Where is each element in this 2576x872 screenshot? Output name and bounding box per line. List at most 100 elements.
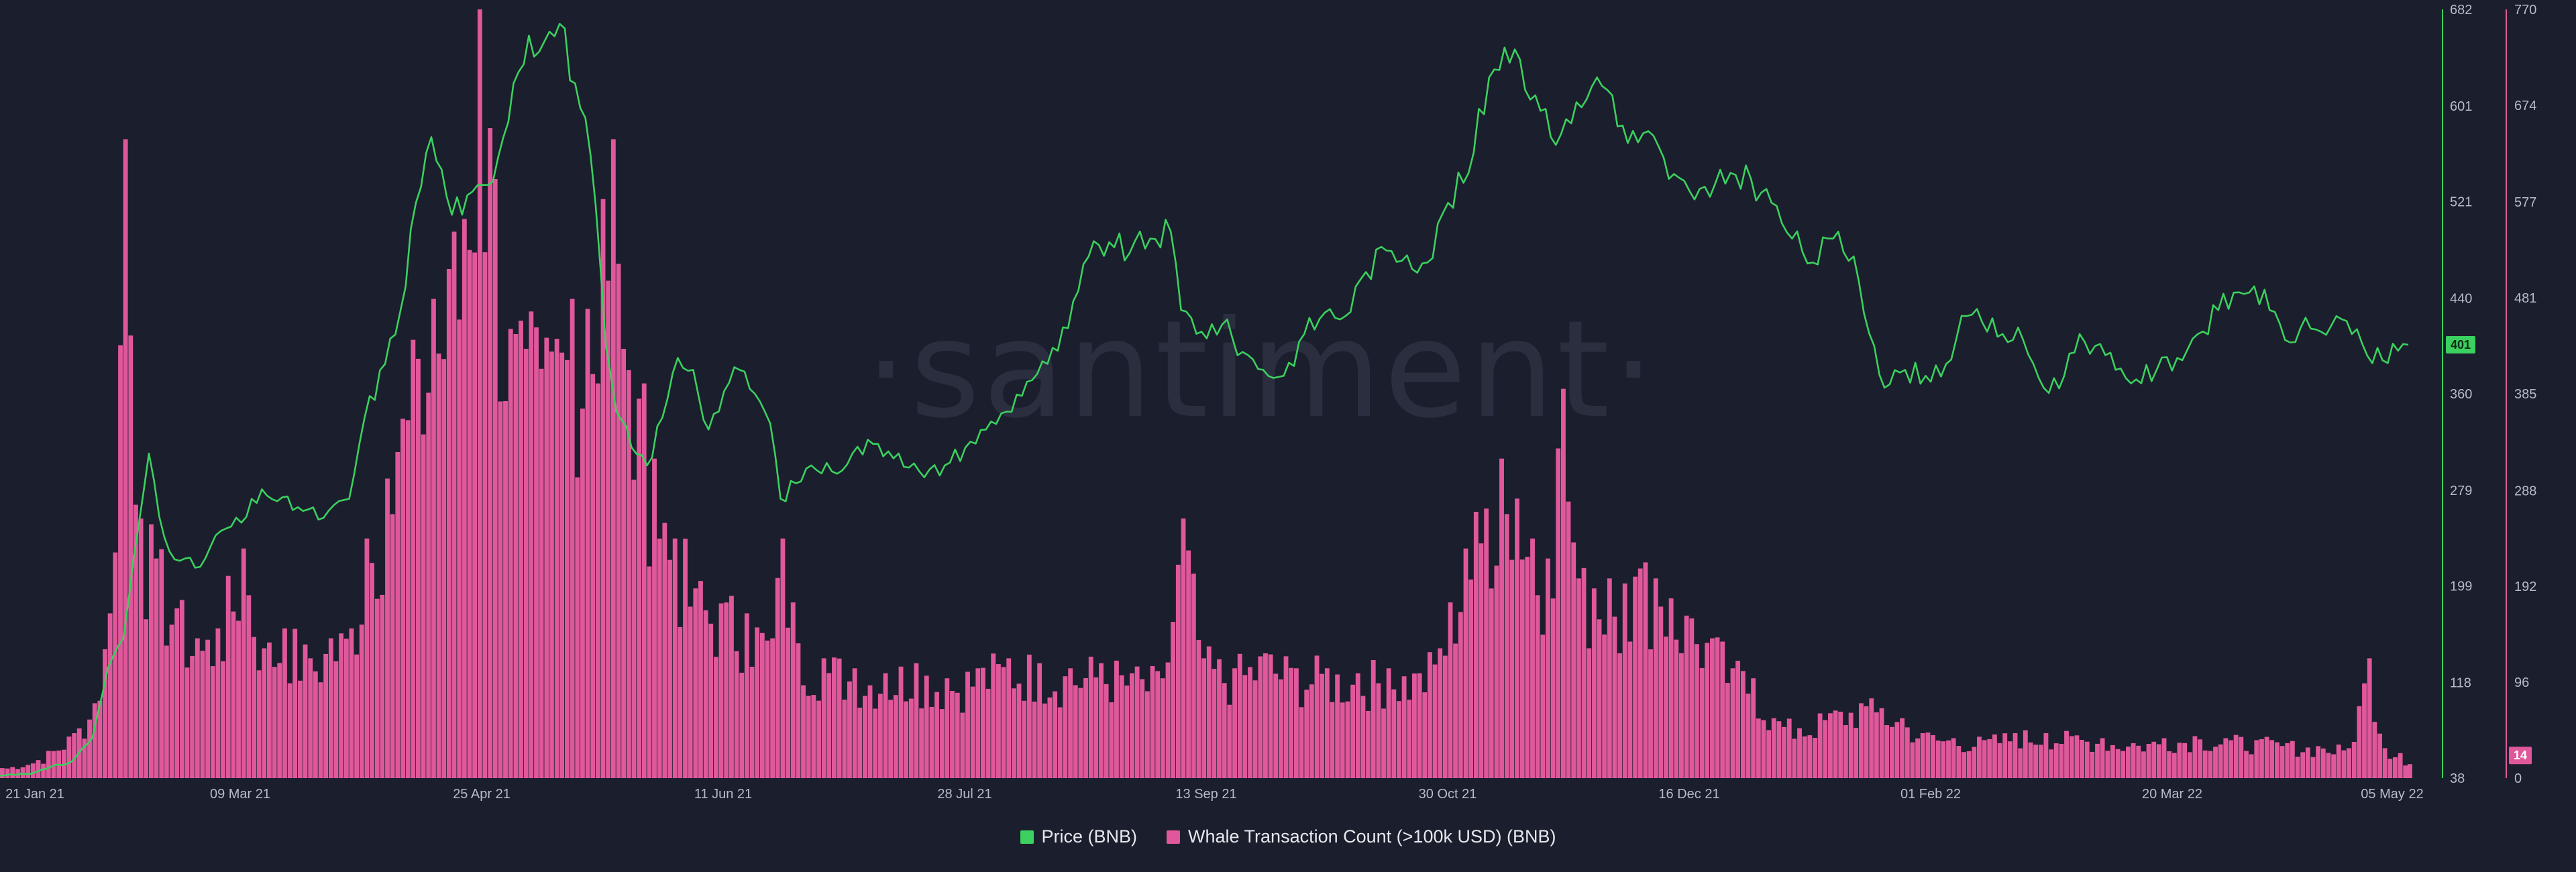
- whale-bar: [996, 664, 1001, 778]
- whale-bar: [2141, 751, 2146, 778]
- whale-bar: [1730, 668, 1735, 778]
- whale-bar: [1104, 684, 1109, 778]
- whale-bar: [1283, 656, 1289, 778]
- whale-bar: [1925, 732, 1931, 778]
- whale-bar: [821, 658, 826, 778]
- whale-bar: [2351, 742, 2357, 778]
- whale-bar: [863, 696, 867, 778]
- whale-bar: [2362, 683, 2367, 778]
- whale-bar: [2244, 751, 2249, 778]
- whale-axis-labels: 0 96 192 288 385 481 577 674 770: [2514, 3, 2536, 786]
- whale-bar: [298, 680, 303, 778]
- whale-bar: [333, 661, 339, 778]
- whale-bar: [1540, 635, 1546, 778]
- whale-bar: [1843, 725, 1848, 778]
- whale-bar: [421, 434, 426, 778]
- whale-bar: [1658, 606, 1664, 778]
- whale-bar: [2002, 733, 2008, 778]
- whale-bar: [25, 765, 31, 778]
- whale-bar: [374, 598, 380, 778]
- whale-bar: [1258, 656, 1263, 778]
- whale-bar: [2408, 764, 2412, 778]
- whale-bar: [472, 252, 478, 778]
- whale-bar: [1494, 565, 1499, 778]
- whale-bar: [2028, 742, 2033, 778]
- whale-bar: [1962, 752, 1966, 778]
- whale-bar: [2310, 757, 2316, 778]
- whale-bar: [2151, 741, 2157, 778]
- whale-bar: [2126, 747, 2131, 778]
- legend-item-price[interactable]: Price (BNB): [1020, 826, 1138, 847]
- whale-bar: [1504, 514, 1509, 778]
- whale-bar: [842, 700, 847, 778]
- whale-bar: [662, 523, 667, 778]
- whale-bar: [919, 708, 924, 778]
- date-axis-tick: 20 Mar 22: [2142, 787, 2202, 802]
- whale-bar: [1320, 673, 1325, 778]
- whale-bar: [1134, 666, 1140, 778]
- whale-bar: [1407, 700, 1412, 778]
- whale-bar: [1546, 558, 1550, 778]
- whale-bar: [1489, 588, 1494, 778]
- whale-bar: [847, 681, 852, 778]
- whale-bar: [621, 349, 627, 778]
- date-axis-tick: 05 May 22: [2361, 787, 2423, 802]
- whale-bar: [2038, 745, 2043, 778]
- whale-bar: [985, 688, 991, 778]
- legend-item-whale-transactions[interactable]: Whale Transaction Count (>100k USD) (BNB…: [1167, 826, 1556, 847]
- whale-bar: [867, 685, 873, 778]
- whale-bar: [446, 269, 451, 778]
- whale-bar: [169, 624, 174, 778]
- whale-bar: [328, 638, 333, 778]
- whale-bar: [1874, 712, 1879, 778]
- whale-bar: [1212, 669, 1217, 778]
- whale-bar: [2090, 751, 2095, 778]
- whale-bar: [451, 231, 457, 778]
- whale-bar: [1782, 726, 1786, 778]
- whale-bar: [103, 649, 107, 778]
- whale-bar: [123, 139, 128, 778]
- whale-bar: [1622, 583, 1627, 778]
- whale-bar: [1273, 673, 1279, 778]
- whale-bar: [652, 458, 657, 778]
- whale-bar: [1371, 660, 1376, 778]
- whale-bar: [1761, 720, 1766, 778]
- whale-bar: [1823, 720, 1828, 778]
- legend-label-price: Price (BNB): [1041, 826, 1138, 847]
- whale-bar: [559, 352, 565, 778]
- whale-bar: [246, 595, 252, 778]
- whale-bar: [1463, 548, 1468, 778]
- whale-bar: [2208, 751, 2213, 778]
- whale-bar: [1746, 694, 1751, 778]
- whale-bar: [400, 419, 405, 778]
- whale-bar: [1294, 668, 1299, 778]
- whale-bar: [1756, 718, 1761, 778]
- whale-bar: [744, 613, 749, 778]
- price-axis-tick: 521: [2450, 195, 2472, 210]
- whale-bar: [20, 767, 25, 778]
- date-axis-tick: 16 Dec 21: [1658, 787, 1719, 802]
- whale-bar: [837, 658, 842, 778]
- whale-bar: [411, 339, 416, 779]
- whale-bar: [908, 698, 914, 778]
- whale-bar: [1053, 691, 1058, 778]
- whale-bar: [1576, 578, 1581, 778]
- whale-bar: [72, 733, 77, 778]
- whale-bar: [549, 351, 554, 778]
- whale-axis-tick: 385: [2514, 387, 2536, 402]
- whale-bar: [364, 538, 370, 778]
- whale-bar: [1566, 501, 1571, 778]
- date-axis-tick: 13 Sep 21: [1175, 787, 1236, 802]
- whale-bar: [1119, 675, 1124, 778]
- whale-bar: [1037, 663, 1042, 778]
- whale-bar: [1854, 728, 1859, 778]
- whale-bar: [1668, 598, 1674, 778]
- whale-bar: [688, 606, 693, 778]
- whale-bar: [2367, 658, 2372, 778]
- price-line[interactable]: [0, 23, 2409, 777]
- whale-bar: [1813, 738, 1817, 778]
- whale-bar: [637, 398, 642, 778]
- whale-bar: [934, 692, 939, 778]
- whale-bar: [36, 760, 41, 778]
